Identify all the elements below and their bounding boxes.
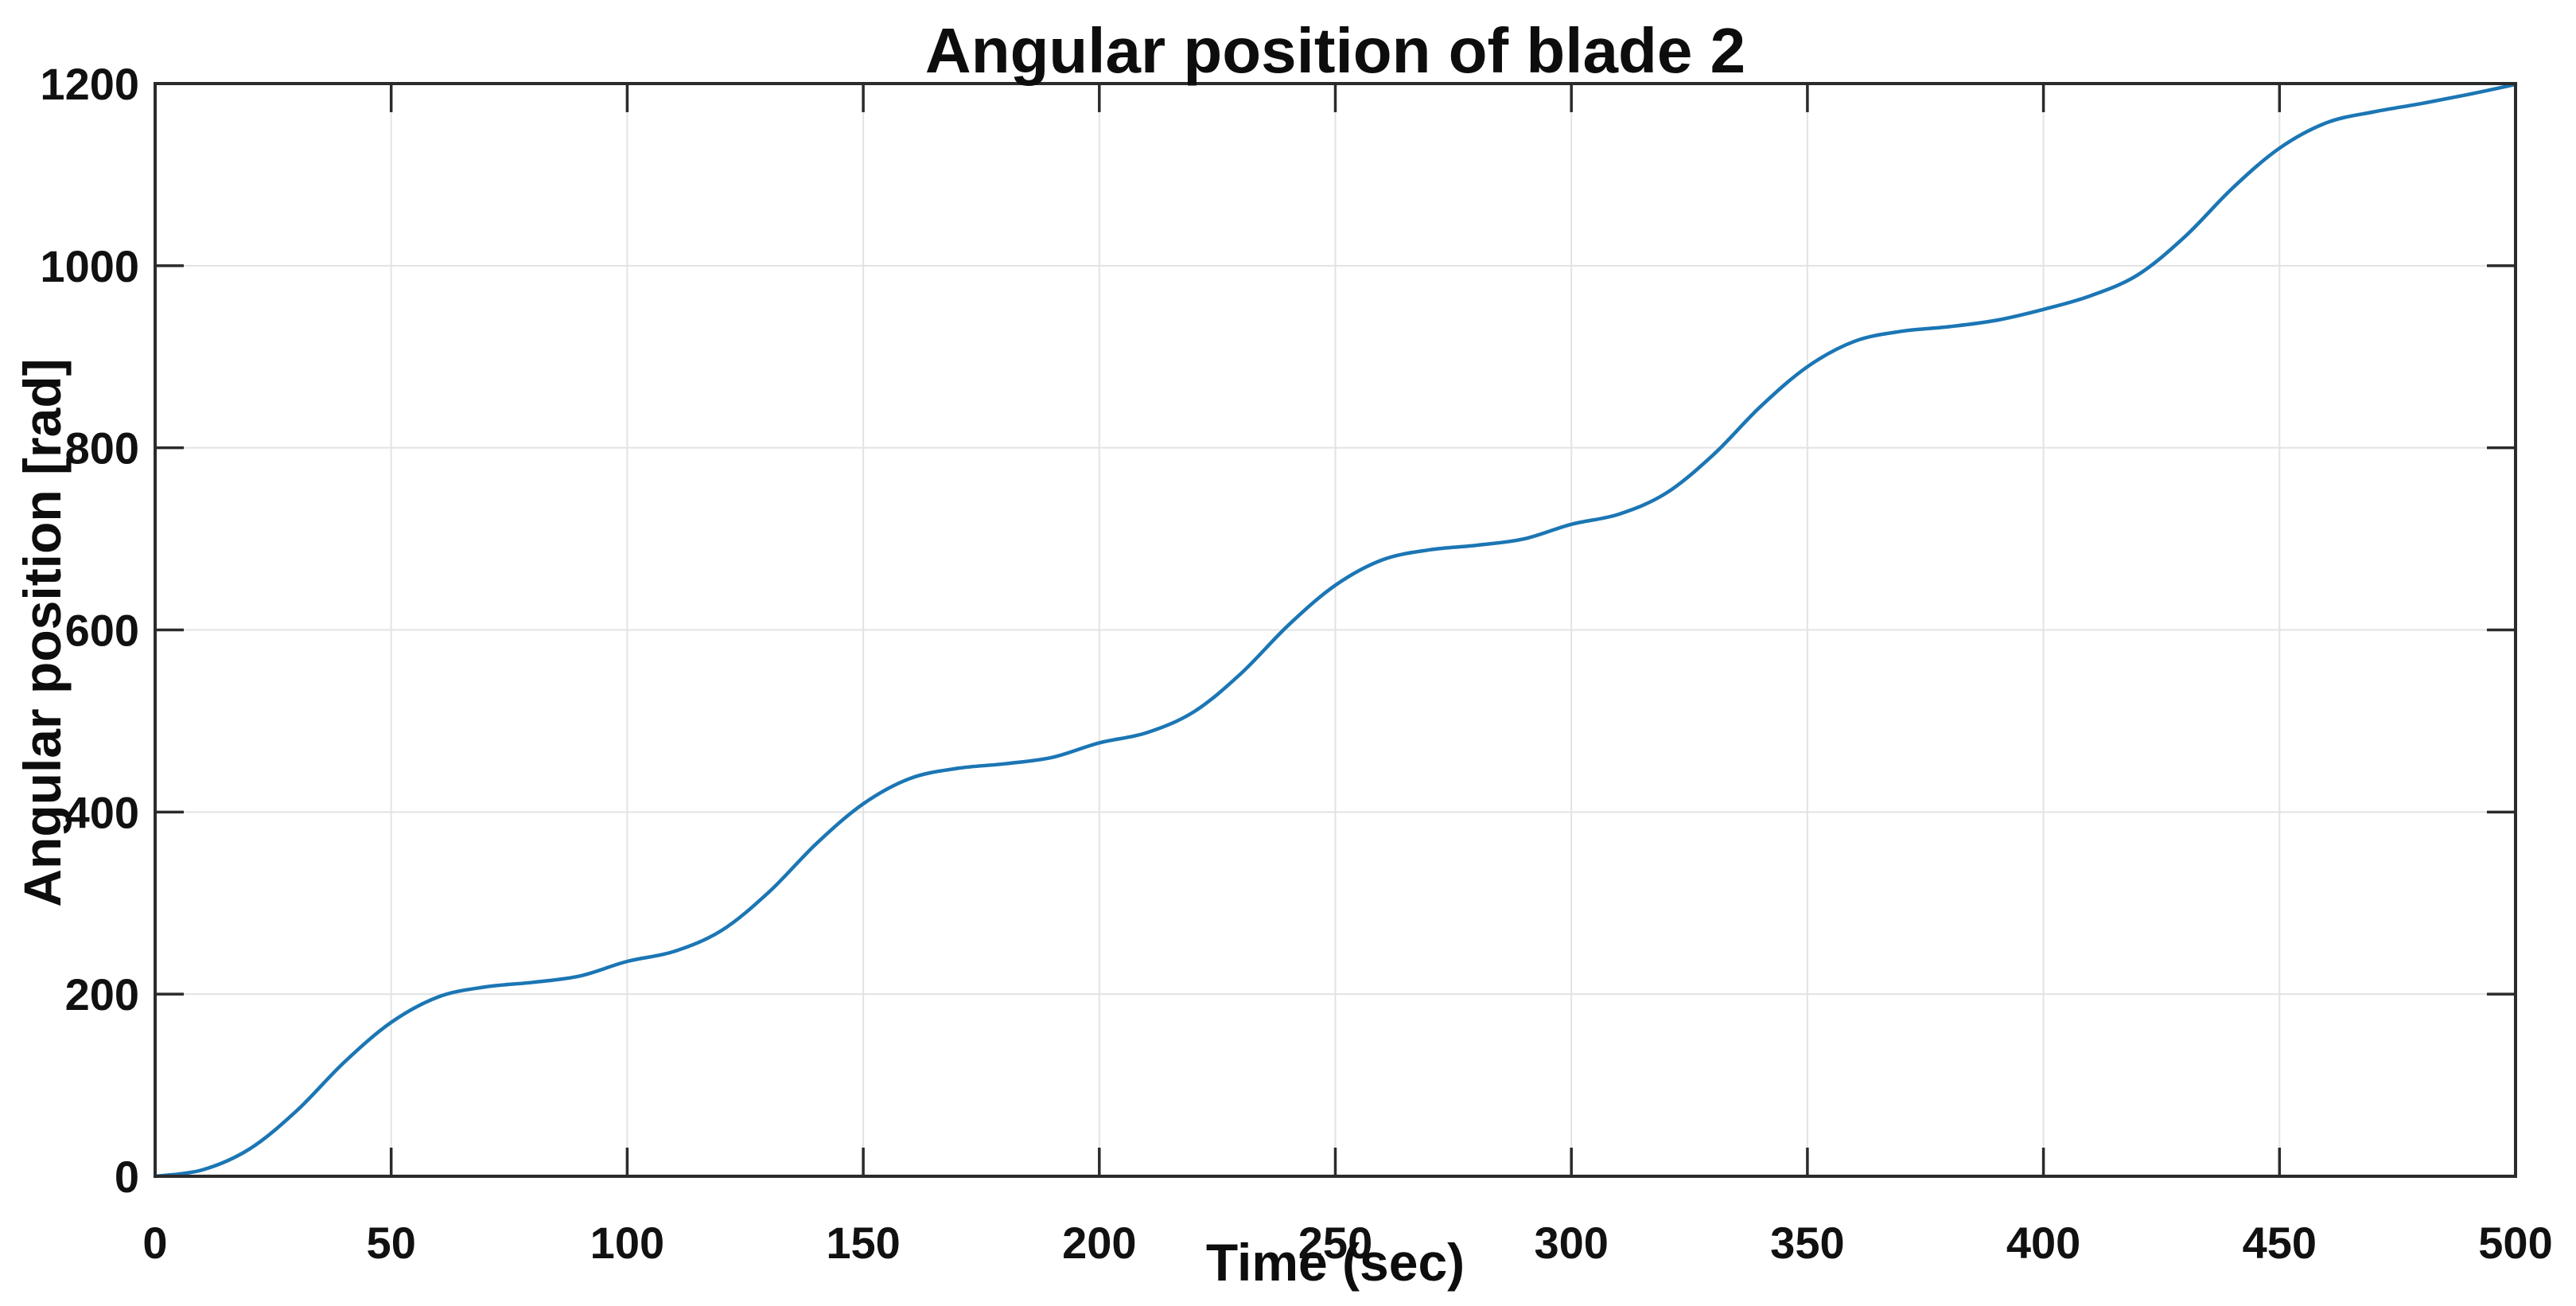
x-tick-label: 400	[2006, 1218, 2080, 1268]
x-tick-label: 500	[2478, 1218, 2552, 1268]
y-tick-label: 0	[115, 1152, 139, 1202]
x-tick-label: 300	[1534, 1218, 1608, 1268]
chart-title: Angular position of blade 2	[924, 15, 1746, 86]
x-tick-label: 250	[1298, 1218, 1372, 1268]
y-tick-label: 400	[65, 787, 139, 837]
x-tick-label: 100	[590, 1218, 664, 1268]
y-axis-label: Angular position [rad]	[13, 358, 72, 907]
x-tick-label: 450	[2243, 1218, 2317, 1268]
y-tick-label: 200	[65, 969, 139, 1019]
x-tick-label: 200	[1062, 1218, 1136, 1268]
y-tick-label: 600	[65, 606, 139, 656]
x-axis-label: Time (sec)	[1205, 1233, 1465, 1292]
x-tick-label: 0	[142, 1218, 167, 1268]
x-tick-label: 50	[367, 1218, 416, 1268]
data-line-angular-position	[153, 82, 2518, 1179]
y-tick-label: 800	[65, 423, 139, 474]
y-tick-label: 1000	[40, 241, 139, 291]
y-tick-label: 1200	[40, 59, 139, 109]
x-tick-label: 150	[826, 1218, 900, 1268]
x-tick-label: 350	[1770, 1218, 1844, 1268]
axes-box	[154, 82, 2517, 1178]
